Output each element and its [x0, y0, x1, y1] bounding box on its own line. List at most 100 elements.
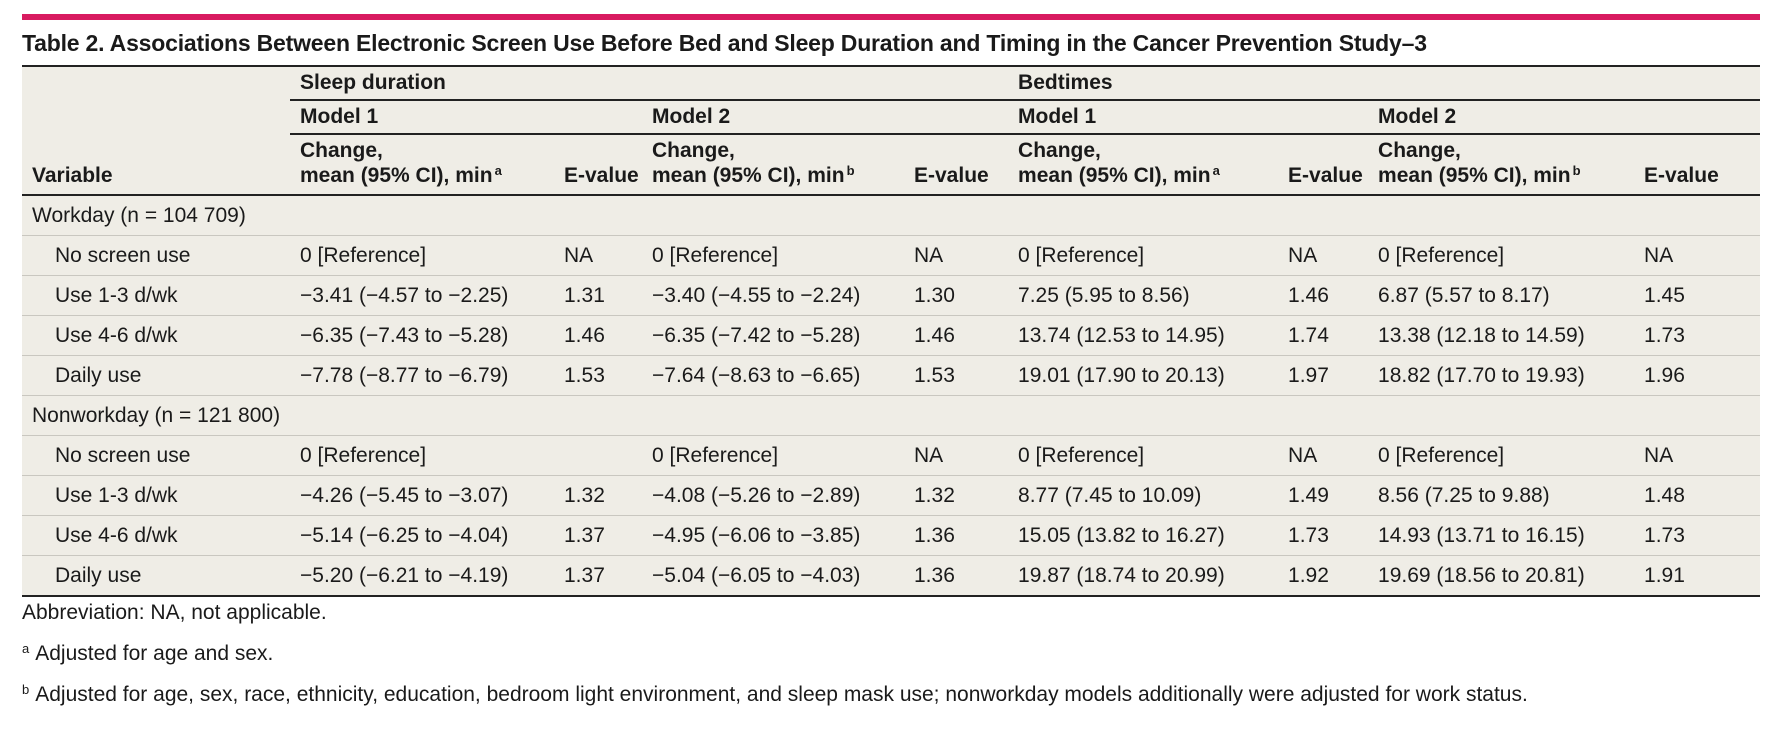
data-table: Sleep duration Bedtimes Model 1 Model 2 …	[22, 67, 1761, 596]
cell-bt-m1-evalue: NA	[1278, 435, 1369, 476]
cell-sd-m1: −7.78 (−8.77 to −6.79)	[290, 355, 554, 396]
cell-bt-m1-evalue: 1.49	[1278, 475, 1369, 516]
cell-bt-m1-evalue: 1.73	[1278, 515, 1369, 556]
cell-sd-m2: −6.35 (−7.42 to −5.28)	[642, 315, 904, 356]
cell-sd-m2: −3.40 (−4.55 to −2.24)	[642, 275, 904, 316]
cell-bt-m2-evalue: 1.45	[1634, 275, 1761, 316]
cell-bt-m2: 0 [Reference]	[1368, 435, 1635, 476]
cell-sd-m2-evalue: 1.46	[904, 315, 1009, 356]
header-sd-m1-evalue: E-value	[554, 134, 642, 196]
cell-sd-m1-evalue: 1.53	[554, 355, 642, 396]
cell-sd-m2-evalue: 1.36	[904, 515, 1009, 556]
group-label: Workday (n = 104 709)	[22, 195, 1761, 236]
cell-bt-m2: 8.56 (7.25 to 9.88)	[1368, 475, 1635, 516]
cell-sd-m1-evalue: NA	[554, 235, 642, 276]
cell-bt-m1-evalue: 1.46	[1278, 275, 1369, 316]
header-bt-m1-change: Change, mean (95% CI), min a	[1008, 134, 1279, 196]
cell-bt-m1-evalue: 1.97	[1278, 355, 1369, 396]
header-sd-m2-evalue: E-value	[904, 134, 1009, 196]
cell-sd-m2-evalue: NA	[904, 235, 1009, 276]
cell-sd-m1: 0 [Reference]	[290, 435, 554, 476]
header-sd-model2: Model 2	[642, 100, 1009, 135]
cell-bt-m2-evalue: 1.73	[1634, 515, 1761, 556]
cell-sd-m2: −7.64 (−8.63 to −6.65)	[642, 355, 904, 396]
header-bt-m2-change: Change, mean (95% CI), min b	[1368, 134, 1635, 196]
cell-sd-m2: −5.04 (−6.05 to −4.03)	[652, 563, 861, 587]
cell-sd-m2: −4.08 (−5.26 to −2.89)	[642, 475, 904, 516]
cell-sd-m1: −4.26 (−5.45 to −3.07)	[290, 475, 554, 516]
table-row: Daily use −5.20 (−6.21 to −4.19) 1.37 −5…	[22, 556, 1760, 596]
header-bt-m2-evalue: E-value	[1634, 134, 1761, 196]
table-row: Use 4-6 d/wk −5.14 (−6.25 to −4.04) 1.37…	[22, 515, 1761, 556]
row-variable: No screen use	[22, 435, 290, 476]
cell-bt-m1-evalue: 1.92	[1288, 563, 1329, 587]
cell-bt-m2-evalue: 1.48	[1634, 475, 1761, 516]
cell-bt-m1-evalue: NA	[1278, 235, 1369, 276]
table-figure: Table 2. Associations Between Electronic…	[22, 14, 1761, 723]
cell-bt-m2-evalue: 1.91	[1644, 563, 1685, 587]
table-row: Use 4-6 d/wk −6.35 (−7.43 to −5.28) 1.46…	[22, 315, 1761, 356]
cell-sd-m1: 0 [Reference]	[290, 235, 554, 276]
table-row: No screen use 0 [Reference] NA 0 [Refere…	[22, 235, 1761, 276]
header-variable: Variable	[22, 134, 290, 196]
cell-bt-m2: 14.93 (13.71 to 16.15)	[1368, 515, 1635, 556]
cell-sd-m1-evalue	[554, 435, 642, 476]
cell-sd-m1: −5.14 (−6.25 to −4.04)	[290, 515, 554, 556]
group-label: Nonworkday (n = 121 800)	[22, 395, 1761, 436]
cell-bt-m1-evalue: 1.74	[1278, 315, 1369, 356]
cell-bt-m1: 0 [Reference]	[1008, 435, 1279, 476]
header-sd-m2-change: Change, mean (95% CI), min b	[642, 134, 904, 196]
cell-sd-m2-evalue: NA	[904, 435, 1009, 476]
cell-bt-m1: 0 [Reference]	[1008, 235, 1279, 276]
cell-sd-m2-evalue: 1.30	[904, 275, 1009, 316]
row-variable: Daily use	[55, 563, 142, 587]
cell-bt-m1: 8.77 (7.45 to 10.09)	[1008, 475, 1279, 516]
cell-sd-m2: −4.95 (−6.06 to −3.85)	[642, 515, 904, 556]
cell-sd-m1: −3.41 (−4.57 to −2.25)	[290, 275, 554, 316]
cell-sd-m1-evalue: 1.37	[554, 515, 642, 556]
cell-bt-m2-evalue: 1.73	[1634, 315, 1761, 356]
header-blank	[22, 100, 290, 134]
cell-bt-m2: 19.69 (18.56 to 20.81)	[1378, 563, 1585, 587]
footnote-b: b Adjusted for age, sex, race, ethnicity,…	[22, 682, 1528, 706]
cell-sd-m1-evalue: 1.46	[554, 315, 642, 356]
cell-bt-m2: 13.38 (12.18 to 14.59)	[1368, 315, 1635, 356]
cell-sd-m2: 0 [Reference]	[642, 235, 904, 276]
table-row: Daily use −7.78 (−8.77 to −6.79) 1.53 −7…	[22, 355, 1761, 396]
row-variable: Use 1-3 d/wk	[22, 275, 290, 316]
cell-sd-m1-evalue: 1.31	[554, 275, 642, 316]
cell-bt-m1: 19.01 (17.90 to 20.13)	[1008, 355, 1279, 396]
cell-bt-m1: 7.25 (5.95 to 8.56)	[1008, 275, 1279, 316]
group-row-nonworkday: Nonworkday (n = 121 800)	[22, 395, 1761, 436]
table-notes: Abbreviation: NA, not applicable. a Adjus…	[22, 601, 1760, 707]
header-sleep-duration: Sleep duration	[290, 67, 1009, 101]
cell-sd-m1: −6.35 (−7.43 to −5.28)	[290, 315, 554, 356]
group-row-workday: Workday (n = 104 709)	[22, 195, 1761, 236]
cell-bt-m1: 19.87 (18.74 to 20.99)	[1018, 563, 1225, 587]
cell-bt-m1: 15.05 (13.82 to 16.27)	[1008, 515, 1279, 556]
row-variable: No screen use	[22, 235, 290, 276]
cell-sd-m1-evalue: 1.37	[564, 563, 605, 587]
cell-sd-m1: −5.20 (−6.21 to −4.19)	[300, 563, 509, 587]
accent-bar	[22, 14, 1760, 20]
cell-sd-m1-evalue: 1.32	[554, 475, 642, 516]
table-row: No screen use 0 [Reference] 0 [Reference…	[22, 435, 1761, 476]
cell-bt-m2-evalue: NA	[1634, 235, 1761, 276]
footnote-a: a Adjusted for age and sex.	[22, 641, 274, 665]
cell-sd-m2-evalue: 1.32	[904, 475, 1009, 516]
header-bedtimes: Bedtimes	[1008, 67, 1761, 101]
abbreviation-note: Abbreviation: NA, not applicable.	[22, 601, 327, 624]
header-bt-m1-evalue: E-value	[1278, 134, 1369, 196]
row-variable: Daily use	[22, 355, 290, 396]
header-sd-model1: Model 1	[290, 100, 642, 135]
table-row: Use 1-3 d/wk −4.26 (−5.45 to −3.07) 1.32…	[22, 475, 1761, 516]
row-variable: Use 4-6 d/wk	[22, 515, 290, 556]
table-title: Table 2. Associations Between Electronic…	[22, 30, 1427, 56]
cell-bt-m2: 0 [Reference]	[1368, 235, 1635, 276]
cell-bt-m2: 6.87 (5.57 to 8.17)	[1368, 275, 1635, 316]
row-variable: Use 1-3 d/wk	[22, 475, 290, 516]
header-blank	[22, 67, 290, 100]
cell-sd-m2: 0 [Reference]	[642, 435, 904, 476]
table-body: Workday (n = 104 709) No screen use 0 [R…	[22, 195, 1761, 596]
header-bt-model1: Model 1	[1008, 100, 1369, 135]
